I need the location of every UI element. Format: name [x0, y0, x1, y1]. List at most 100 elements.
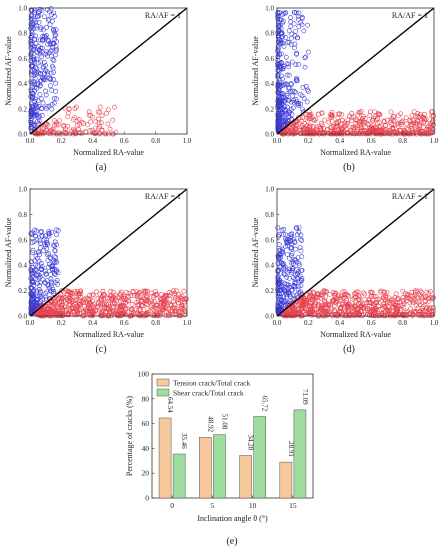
y-tick-label: 0.4: [265, 80, 274, 88]
shear-point: [28, 110, 34, 116]
tension-point: [306, 109, 312, 115]
tension-point: [343, 312, 349, 317]
shear-point: [52, 13, 57, 19]
tension-point: [327, 291, 333, 297]
tension-point: [160, 309, 165, 315]
tension-point: [124, 290, 130, 295]
tension-point: [75, 122, 80, 128]
shear-point: [50, 266, 55, 272]
tension-point: [41, 125, 47, 131]
shear-point: [28, 45, 34, 51]
shear-point: [280, 299, 286, 305]
x-tick-label: 0.0: [273, 319, 282, 327]
shear-point: [54, 232, 59, 238]
tension-point: [376, 120, 382, 126]
tension-point: [95, 301, 101, 307]
shear-point: [284, 282, 289, 287]
y-tick-label: 80: [142, 394, 150, 403]
shear-point: [287, 85, 292, 91]
tension-point: [78, 288, 84, 294]
tension-point: [419, 311, 425, 317]
shear-point: [28, 125, 34, 131]
reference-line: [29, 188, 188, 317]
shear-point: [32, 84, 38, 90]
shear-point: [287, 292, 292, 297]
shear-point: [31, 269, 36, 275]
shear-point: [52, 272, 58, 277]
x-axis-title: Normalized RA-value: [320, 148, 391, 157]
shear-point: [275, 122, 281, 128]
tension-point: [405, 131, 411, 136]
tension-point: [344, 292, 350, 297]
shear-point: [275, 89, 281, 95]
shear-point: [35, 60, 41, 66]
tension-point: [404, 121, 410, 127]
tension-point: [415, 305, 421, 311]
tension-point: [362, 297, 368, 302]
tension-point: [106, 312, 111, 318]
tension-point: [390, 126, 396, 132]
tension-point: [96, 303, 101, 309]
shear-point: [280, 232, 286, 237]
tension-point: [378, 288, 384, 294]
tension-point: [334, 298, 340, 304]
tension-point: [87, 300, 93, 305]
tension-point: [308, 116, 313, 121]
tension-point: [300, 303, 306, 309]
tension-point: [325, 305, 331, 311]
tension-point: [327, 115, 333, 120]
shear-point: [37, 37, 43, 43]
shear-point: [46, 38, 51, 43]
shear-point: [289, 251, 295, 256]
tension-point: [121, 296, 126, 301]
bar-value-label: 64.54: [166, 397, 174, 413]
shear-point: [35, 280, 41, 286]
shear-point: [31, 114, 37, 120]
tension-point: [310, 298, 315, 304]
tension-point: [419, 290, 425, 295]
shear-point: [275, 306, 281, 312]
tension-point: [374, 297, 380, 303]
shear-point: [279, 101, 285, 107]
tension-point: [338, 127, 344, 132]
tension-point: [383, 127, 389, 133]
shear-point: [40, 27, 46, 33]
bar-value-label: 28.91: [287, 441, 295, 457]
tension-point: [356, 301, 362, 307]
shear-point: [277, 98, 283, 104]
shear-point: [290, 93, 295, 99]
tension-point: [44, 121, 50, 127]
shear-point: [280, 246, 285, 252]
tension-point: [105, 121, 111, 127]
tension-point: [374, 300, 379, 305]
shear-point: [32, 57, 37, 63]
tension-point: [76, 290, 82, 296]
tension-point: [307, 306, 313, 312]
tension-point: [92, 130, 97, 136]
tension-point: [316, 309, 322, 315]
tension-point: [423, 294, 428, 300]
tension-point: [318, 125, 324, 131]
tension-point: [312, 306, 318, 312]
shear-point: [288, 232, 293, 238]
tension-point: [296, 302, 301, 308]
tension-point: [426, 305, 432, 311]
shear-point: [286, 284, 292, 290]
shear-point: [53, 48, 59, 54]
tension-point: [404, 298, 409, 304]
shear-point: [44, 237, 50, 243]
shear-point: [275, 116, 281, 122]
shear-point: [51, 41, 57, 47]
tension-point: [379, 310, 385, 316]
scatter-points-group: [275, 225, 436, 319]
shear-point: [295, 271, 301, 277]
tension-point: [112, 301, 118, 306]
tension-point: [141, 288, 147, 294]
tension-point: [352, 125, 358, 131]
tension-point: [430, 129, 436, 135]
tension-point: [154, 292, 160, 298]
shear-point: [296, 278, 302, 284]
tension-point: [74, 312, 80, 318]
tension-point: [313, 302, 318, 308]
tension-point: [351, 295, 357, 301]
